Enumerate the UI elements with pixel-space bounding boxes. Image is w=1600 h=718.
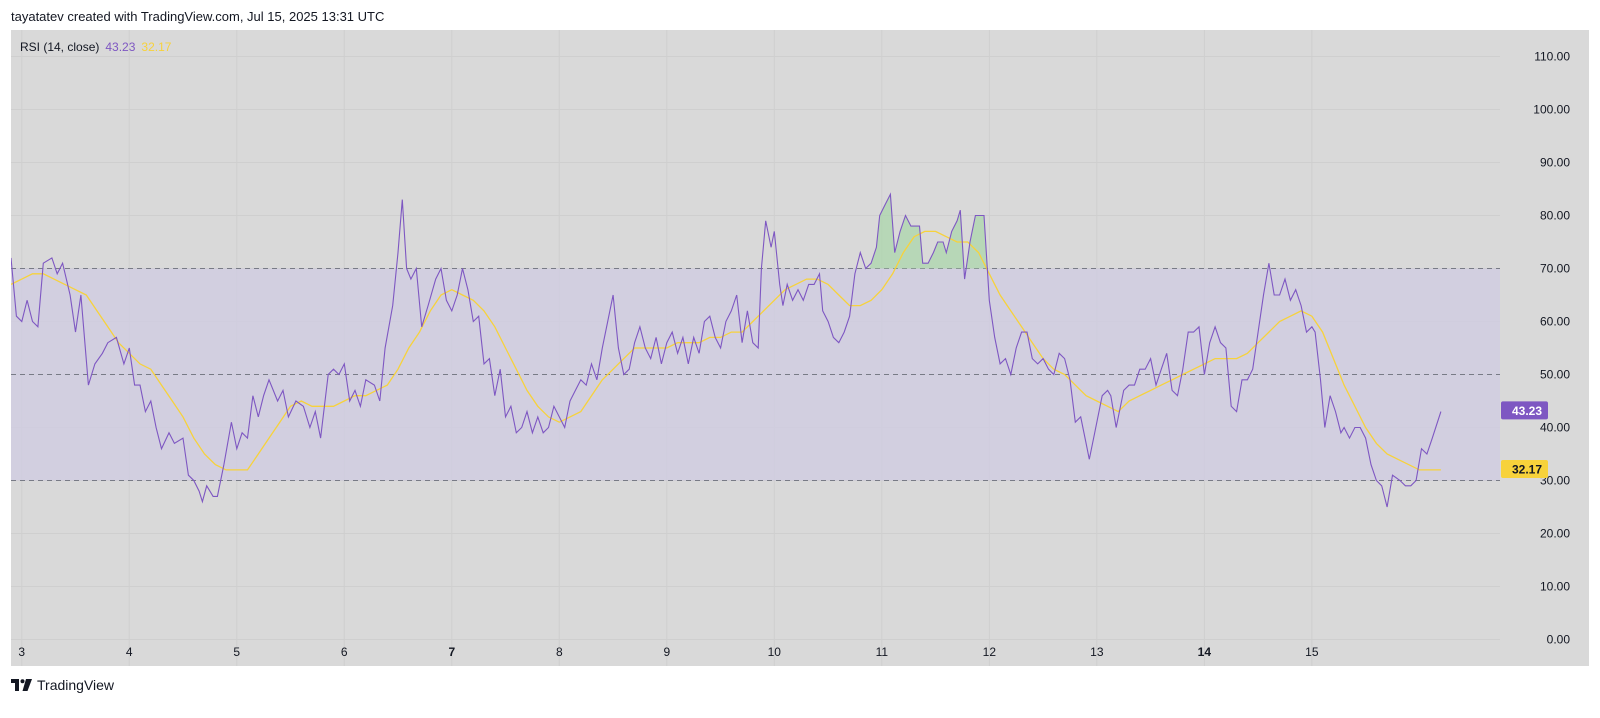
ma-value-badge: 32.17 — [1501, 459, 1548, 478]
chart-frame[interactable]: 110.00 100.00 90.00 80.00 70.00 60.00 50.00 40.… — [11, 30, 1589, 678]
x-tick-label: 7 — [448, 645, 455, 659]
overbought-region — [869, 194, 964, 269]
y-tick-label: 50.00 — [1540, 368, 1570, 382]
tradingview-footer[interactable]: TradingView — [11, 677, 114, 693]
tradingview-logo-icon — [11, 679, 32, 691]
y-axis-ticks: 110.00 100.00 90.00 80.00 70.00 60.00 50.00 40.… — [1533, 50, 1570, 647]
x-axis-ticks: 3 4 5 6 7 8 9 10 11 12 13 14 15 — [18, 645, 1318, 659]
x-tick-label: 14 — [1198, 645, 1212, 659]
price-axis-background[interactable] — [1500, 30, 1589, 666]
y-tick-label: 60.00 — [1540, 315, 1570, 329]
overbought-region — [966, 215, 988, 269]
x-tick-label: 3 — [18, 645, 25, 659]
ma-value-badge-text: 32.17 — [1512, 462, 1542, 476]
indicator-label: RSI (14, close) — [20, 40, 100, 54]
rsi-current-value: 43.23 — [105, 40, 136, 54]
rsi-value-badge-text: 43.23 — [1512, 404, 1542, 418]
overbought-fill — [869, 194, 988, 269]
x-tick-label: 9 — [663, 645, 670, 659]
y-tick-label: 40.00 — [1540, 421, 1570, 435]
tradingview-brand: TradingView — [37, 677, 115, 693]
rsi-chart[interactable]: 110.00100.0090.0080.0070.0060.0050.0040.… — [11, 30, 1589, 678]
rsi-ma-line — [11, 230, 1441, 471]
y-tick-label: 90.00 — [1540, 156, 1570, 170]
rsi-band-background — [11, 268, 1500, 481]
y-tick-label: 20.00 — [1540, 527, 1570, 541]
x-tick-label: 12 — [983, 645, 997, 659]
x-tick-label: 10 — [768, 645, 782, 659]
rsi-line — [11, 192, 1442, 508]
x-tick-label: 5 — [233, 645, 240, 659]
x-tick-label: 6 — [341, 645, 348, 659]
x-tick-label: 8 — [556, 645, 563, 659]
rsi-value-badge: 43.23 — [1501, 401, 1548, 420]
ma-current-value: 32.17 — [141, 40, 172, 54]
chart-attribution: tayatatev created with TradingView.com, … — [11, 9, 385, 24]
y-tick-label: 100.00 — [1533, 103, 1570, 117]
x-tick-label: 13 — [1090, 645, 1104, 659]
y-tick-label: 80.00 — [1540, 209, 1570, 223]
x-tick-label: 15 — [1305, 645, 1319, 659]
x-tick-label: 4 — [126, 645, 133, 659]
indicator-legend[interactable]: RSI (14, close) 43.23 32.17 — [20, 40, 171, 54]
y-tick-label: 0.00 — [1547, 633, 1571, 647]
x-tick-label: 11 — [876, 645, 889, 659]
y-tick-label: 110.00 — [1534, 50, 1570, 64]
y-tick-label: 70.00 — [1540, 262, 1570, 276]
y-tick-label: 10.00 — [1540, 580, 1570, 594]
